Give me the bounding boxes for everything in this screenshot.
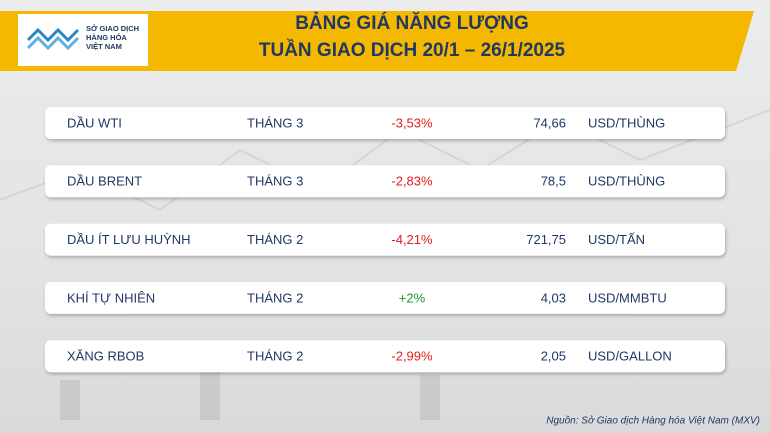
change: -4,21%	[391, 232, 433, 247]
unit: USD/THÙNG	[588, 174, 665, 189]
price: 4,03	[541, 290, 566, 305]
contract-month: THÁNG 2	[247, 349, 303, 364]
change: -3,53%	[391, 115, 433, 130]
logo-text: SỞ GIAO DỊCH	[86, 24, 139, 33]
row-box	[45, 165, 725, 198]
contract-month: THÁNG 3	[247, 115, 303, 130]
unit: USD/THÙNG	[588, 115, 665, 130]
price: 74,66	[533, 115, 566, 130]
row-box	[45, 223, 725, 256]
unit: USD/GALLON	[588, 349, 672, 364]
title: BẢNG GIÁ NĂNG LƯỢNG	[295, 12, 529, 34]
commodity: DẦU WTI	[67, 115, 122, 130]
change: -2,83%	[391, 174, 433, 189]
row-box	[45, 107, 725, 139]
change: -2,99%	[391, 349, 433, 364]
source: Nguồn: Sở Giao dịch Hàng hóa Việt Nam (M…	[546, 415, 760, 427]
row-box	[45, 281, 725, 314]
logo-mark	[26, 27, 80, 51]
contract-month: THÁNG 3	[247, 174, 303, 189]
contract-month: THÁNG 2	[247, 232, 303, 247]
title: TUẦN GIAO DỊCH 20/1 – 26/1/2025	[259, 39, 566, 61]
commodity: XĂNG RBOB	[67, 349, 144, 364]
price: 2,05	[541, 349, 566, 364]
background-chart	[0, 109, 770, 420]
header-banner	[0, 11, 754, 71]
unit: USD/TẤN	[588, 232, 645, 247]
unit: USD/MMBTU	[588, 290, 667, 305]
price: 721,75	[526, 232, 566, 247]
row-box	[45, 340, 725, 373]
commodity: KHÍ TỰ NHIÊN	[67, 290, 155, 305]
commodity: DẦU BRENT	[67, 174, 142, 189]
commodity: DẦU ÍT LƯU HUỲNH	[67, 232, 191, 247]
contract-month: THÁNG 2	[247, 290, 303, 305]
logo-text: HÀNG HÓA	[86, 33, 127, 42]
change: +2%	[399, 290, 426, 305]
logo-text: VIỆT NAM	[86, 42, 122, 51]
price: 78,5	[541, 174, 566, 189]
